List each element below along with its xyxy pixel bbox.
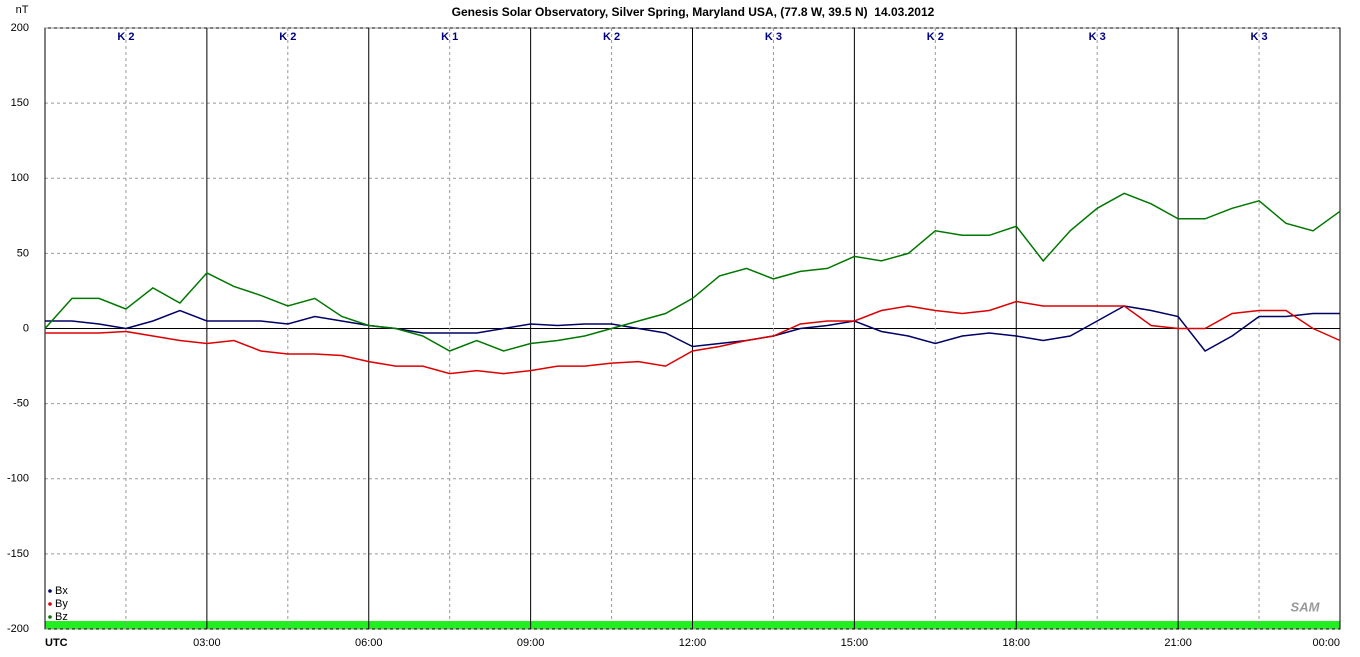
legend-label: Bz — [55, 611, 68, 623]
x-tick-label: 06:00 — [355, 637, 383, 649]
k-index-label: K 3 — [1251, 31, 1268, 43]
y-tick-label: 200 — [11, 22, 29, 34]
x-tick-label: 03:00 — [193, 637, 221, 649]
k-index-label: K 2 — [927, 31, 944, 43]
series-line — [45, 300, 1341, 375]
k-index-label: K 3 — [1089, 31, 1106, 43]
legend-marker — [48, 602, 52, 606]
x-tick-label: UTC — [45, 637, 68, 649]
y-tick-label: 100 — [11, 172, 29, 184]
series-line — [44, 192, 1341, 352]
y-axis-label: nT — [16, 4, 29, 16]
k-index-label: K 2 — [603, 31, 620, 43]
y-tick-label: -50 — [13, 398, 29, 410]
legend-label: By — [55, 598, 68, 610]
legend-marker — [48, 589, 52, 593]
k-index-label: K 2 — [117, 31, 134, 43]
k-index-label: K 3 — [765, 31, 782, 43]
x-tick-label: 09:00 — [517, 637, 545, 649]
x-tick-label: 15:00 — [841, 637, 869, 649]
legend-marker — [48, 615, 52, 619]
chart-title: Genesis Solar Observatory, Silver Spring… — [452, 5, 935, 19]
x-tick-label: 21:00 — [1164, 637, 1192, 649]
y-tick-label: -100 — [7, 473, 29, 485]
k-index-label: K 1 — [441, 31, 458, 43]
x-tick-label: 18:00 — [1002, 637, 1030, 649]
y-tick-label: -200 — [7, 623, 29, 635]
x-tick-label: 12:00 — [679, 637, 707, 649]
y-tick-label: -150 — [7, 548, 29, 560]
y-tick-label: 50 — [17, 247, 29, 259]
legend-label: Bx — [55, 585, 68, 597]
y-tick-label: 150 — [11, 97, 29, 109]
logo: SAM — [1291, 599, 1321, 614]
y-tick-label: 0 — [23, 322, 29, 334]
k-index-label: K 2 — [279, 31, 296, 43]
x-tick-label: 00:00 — [1312, 637, 1340, 649]
